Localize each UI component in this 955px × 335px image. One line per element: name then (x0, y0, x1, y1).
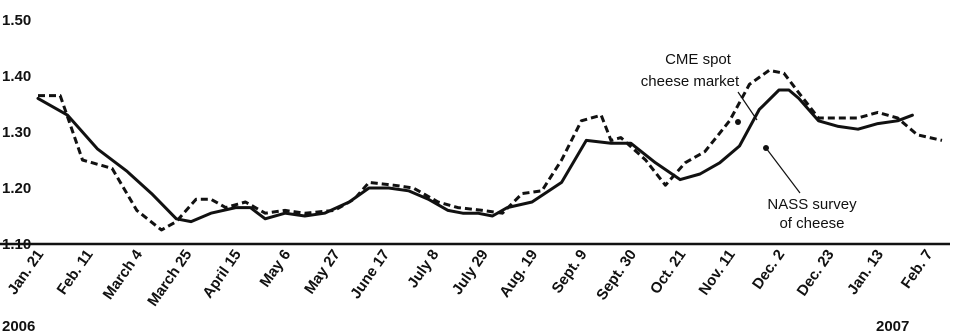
x-tick-label: June 17 (347, 247, 393, 303)
x-tick-label: March 25 (144, 247, 195, 310)
cme-annotation-line2: cheese market (641, 73, 740, 90)
x-tick-label: April 15 (199, 247, 244, 302)
y-tick-label: 1.20 (2, 180, 31, 197)
cme-annotation-dot (735, 119, 741, 125)
y-tick-label: 1.50 (2, 12, 31, 29)
x-tick-label: Sept. 30 (593, 247, 640, 304)
x-tick-label: May 27 (301, 247, 344, 298)
x-tick-label: May 6 (256, 247, 294, 291)
x-tick-label: July 8 (404, 247, 442, 292)
nass-annotation-line1: NASS survey (767, 196, 857, 213)
x-tick-label: Jan. 21 (4, 247, 47, 298)
nass-annotation-line2: of cheese (779, 215, 844, 232)
nass-annotation-dot (763, 145, 769, 151)
nass-annotation: NASS survey of cheese (763, 145, 857, 232)
cme-annotation: CME spot cheese market (641, 51, 758, 125)
series-line-cme (38, 68, 943, 232)
y-axis-tick-labels: 1.101.201.301.401.50 (2, 12, 31, 253)
nass-annotation-leader (765, 147, 801, 194)
y-tick-label: 1.40 (2, 68, 31, 85)
x-tick-label: Dec. 2 (749, 247, 788, 293)
x-tick-label: Oct. 21 (647, 247, 690, 298)
x-tick-label: Nov. 11 (695, 247, 738, 299)
year-label-end: 2007 (876, 318, 909, 335)
x-tick-label: Sept. 9 (549, 247, 591, 297)
cme-annotation-line1: CME spot (665, 51, 732, 68)
series-layer (36, 68, 943, 232)
series-line-nass (36, 88, 914, 224)
x-tick-label: Feb. 7 (898, 247, 937, 292)
x-tick-label: Jan. 13 (844, 247, 887, 298)
cme-annotation-leader (737, 91, 758, 121)
y-tick-label: 1.30 (2, 124, 31, 141)
x-tick-label: Dec. 23 (794, 247, 838, 300)
x-tick-label: Aug. 19 (496, 247, 541, 301)
year-label-start: 2006 (2, 318, 35, 335)
x-tick-label: July 29 (449, 247, 492, 298)
x-tick-label: March 4 (100, 246, 147, 303)
x-tick-label: Feb. 11 (54, 247, 97, 298)
